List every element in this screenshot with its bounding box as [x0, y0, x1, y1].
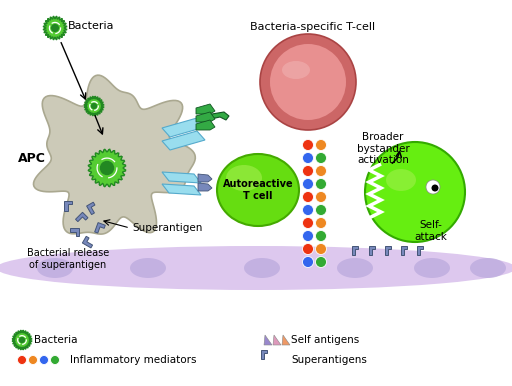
Polygon shape [88, 149, 125, 187]
Text: Autoreactive
T cell: Autoreactive T cell [223, 179, 293, 201]
Ellipse shape [386, 169, 416, 191]
Ellipse shape [226, 165, 262, 191]
Text: Inflammatory mediators: Inflammatory mediators [70, 355, 197, 365]
Circle shape [315, 139, 327, 151]
Polygon shape [43, 16, 67, 40]
Polygon shape [162, 131, 205, 150]
Circle shape [426, 180, 440, 194]
Polygon shape [12, 330, 32, 350]
Polygon shape [385, 246, 391, 254]
Circle shape [29, 356, 37, 364]
Circle shape [19, 337, 25, 343]
Ellipse shape [414, 258, 450, 278]
Circle shape [315, 244, 327, 254]
Polygon shape [75, 212, 88, 222]
Text: Broader
bystander
activation: Broader bystander activation [357, 132, 410, 165]
Circle shape [303, 257, 313, 267]
Ellipse shape [37, 258, 73, 278]
Circle shape [315, 205, 327, 215]
Ellipse shape [217, 154, 299, 226]
Polygon shape [162, 172, 201, 183]
Text: Bacterial release
of superantigen: Bacterial release of superantigen [27, 248, 109, 269]
Polygon shape [33, 75, 195, 234]
Circle shape [51, 24, 59, 32]
Circle shape [315, 178, 327, 190]
Text: Bacteria: Bacteria [34, 335, 77, 345]
Polygon shape [401, 246, 408, 254]
Circle shape [303, 166, 313, 176]
Text: Superantigen: Superantigen [132, 223, 202, 233]
Polygon shape [417, 246, 423, 254]
Circle shape [303, 205, 313, 215]
Polygon shape [95, 223, 105, 233]
Polygon shape [198, 174, 212, 182]
Circle shape [91, 103, 97, 109]
Ellipse shape [282, 61, 310, 79]
Circle shape [303, 152, 313, 164]
Text: Bacteria-specific T-cell: Bacteria-specific T-cell [250, 22, 376, 32]
Circle shape [315, 230, 327, 242]
Polygon shape [162, 184, 201, 195]
Polygon shape [70, 229, 79, 236]
Polygon shape [65, 201, 72, 210]
Text: Self-
attack: Self- attack [415, 220, 447, 242]
Circle shape [17, 356, 27, 364]
Polygon shape [282, 335, 290, 345]
Ellipse shape [337, 258, 373, 278]
Polygon shape [87, 202, 95, 215]
Polygon shape [264, 335, 272, 345]
Circle shape [39, 356, 49, 364]
Circle shape [315, 166, 327, 176]
Polygon shape [82, 236, 93, 248]
Circle shape [260, 34, 356, 130]
Ellipse shape [244, 258, 280, 278]
Circle shape [303, 217, 313, 229]
Circle shape [303, 178, 313, 190]
Ellipse shape [0, 246, 512, 290]
Text: Superantigens: Superantigens [291, 355, 367, 365]
Circle shape [432, 185, 438, 191]
Circle shape [270, 44, 346, 120]
Polygon shape [352, 246, 358, 254]
Polygon shape [84, 96, 103, 116]
Ellipse shape [470, 258, 506, 278]
Polygon shape [162, 118, 205, 137]
Circle shape [315, 257, 327, 267]
Circle shape [51, 356, 59, 364]
Circle shape [315, 191, 327, 203]
Polygon shape [206, 112, 229, 120]
Circle shape [315, 217, 327, 229]
Polygon shape [198, 183, 212, 191]
Polygon shape [196, 104, 215, 114]
Circle shape [303, 230, 313, 242]
Polygon shape [261, 350, 267, 359]
Polygon shape [369, 246, 375, 254]
Polygon shape [273, 335, 281, 345]
Text: Bacteria: Bacteria [68, 21, 115, 31]
Circle shape [100, 161, 114, 175]
Circle shape [365, 142, 465, 242]
Circle shape [303, 191, 313, 203]
Text: Self antigens: Self antigens [291, 335, 359, 345]
Circle shape [303, 244, 313, 254]
Polygon shape [196, 112, 215, 122]
Circle shape [315, 152, 327, 164]
Polygon shape [196, 120, 215, 130]
Text: APC: APC [18, 151, 46, 164]
Circle shape [303, 139, 313, 151]
Ellipse shape [130, 258, 166, 278]
